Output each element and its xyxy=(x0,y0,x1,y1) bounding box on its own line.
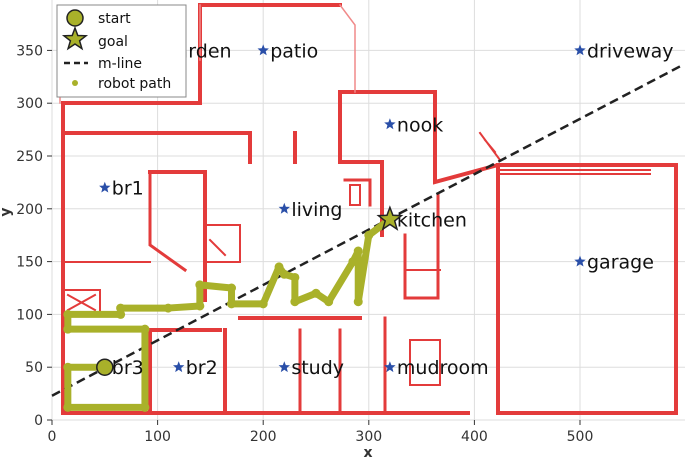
y-axis-label: y xyxy=(0,207,14,216)
x-tick-label: 400 xyxy=(461,429,488,445)
location-star-icon xyxy=(574,255,586,267)
robot-path-point xyxy=(227,283,237,293)
legend-robot-path-label: robot path xyxy=(98,76,171,92)
robot-path-point xyxy=(353,246,363,256)
y-tick-label: 100 xyxy=(16,307,43,323)
robot-path-point xyxy=(348,257,358,267)
m-line-segment xyxy=(51,65,681,397)
location-label: br1 xyxy=(112,178,144,200)
y-tick-label: 250 xyxy=(16,149,43,165)
wall-br1-inner xyxy=(148,170,188,273)
legend-goal-label: goal xyxy=(98,34,128,50)
location-label: driveway xyxy=(587,40,674,62)
location-label: study xyxy=(291,357,344,379)
location-label: br3 xyxy=(112,357,144,379)
location-label: kitchen xyxy=(397,209,467,231)
legend-mline-label: m-line xyxy=(98,56,142,72)
location-label: living xyxy=(291,199,342,221)
location-star-icon xyxy=(384,361,396,373)
robot-path-point xyxy=(140,324,150,334)
location-label: garage xyxy=(587,252,654,274)
wall-living-left xyxy=(148,170,207,302)
y-tick-label: 350 xyxy=(16,43,43,59)
legend-robot-path-marker xyxy=(72,80,78,86)
y-tick-label: 0 xyxy=(34,413,43,429)
location-label: nook xyxy=(397,114,443,136)
x-tick-label: 100 xyxy=(144,429,171,445)
legend-start-label: start xyxy=(98,11,131,27)
location-star-icon xyxy=(384,118,396,130)
robot-path-point xyxy=(63,309,73,319)
x-tick-label: 0 xyxy=(48,429,57,445)
legend: start goal m-line robot path xyxy=(56,4,187,98)
start-marker xyxy=(96,358,114,376)
y-tick-label: 50 xyxy=(25,360,43,376)
robot-path-point xyxy=(364,230,374,240)
m-line xyxy=(51,65,681,397)
robot-path-point xyxy=(290,297,300,307)
robot-path-point xyxy=(258,299,268,309)
robot-path-point xyxy=(324,297,334,307)
wall-outer xyxy=(61,131,252,415)
robot-path xyxy=(63,214,395,412)
robot-path-point xyxy=(163,303,173,313)
location-label: patio xyxy=(270,40,318,62)
robot-path-point xyxy=(353,297,363,307)
robot-path-trail xyxy=(64,215,394,411)
goal-marker xyxy=(376,205,404,231)
location-star-icon xyxy=(99,181,111,193)
wall-nook xyxy=(338,90,678,415)
legend-start-marker xyxy=(66,9,84,27)
x-tick-label: 200 xyxy=(250,429,277,445)
location-label: br2 xyxy=(186,357,218,379)
wall-outer-top xyxy=(61,3,342,135)
robot-path-point xyxy=(290,272,300,282)
wall-central-top xyxy=(293,90,384,237)
wall-driveway-strip xyxy=(497,169,651,175)
robot-path-point xyxy=(116,309,126,319)
robot-path-point xyxy=(116,303,126,313)
location-star-icon xyxy=(257,44,269,56)
robot-path-point xyxy=(195,301,205,311)
robot-path-point xyxy=(140,402,150,412)
robot-path-point xyxy=(63,324,73,334)
location-star-icon xyxy=(278,202,290,214)
y-tick-label: 200 xyxy=(16,202,43,218)
legend-goal-marker xyxy=(61,25,89,51)
axes: 0 100 200 300 400 500 0 50 100 150 200 250 300 350 x y xyxy=(0,43,593,457)
robot-path-point xyxy=(279,269,289,279)
x-tick-label: 500 xyxy=(567,429,594,445)
x-tick-label: 300 xyxy=(355,429,382,445)
robot-path-point xyxy=(195,280,205,290)
robot-path-point xyxy=(227,299,237,309)
wall-fixtures xyxy=(204,224,441,386)
location-star-icon xyxy=(278,361,290,373)
robot-path-point xyxy=(311,288,321,298)
location-star-icon xyxy=(574,44,586,56)
y-tick-label: 150 xyxy=(16,255,43,271)
wall-br3-details xyxy=(62,261,151,316)
robot-path-point xyxy=(63,362,73,372)
robot-path-point xyxy=(274,262,284,272)
robot-path-point xyxy=(63,402,73,412)
location-star-icon xyxy=(173,361,185,373)
start-goal-markers xyxy=(96,205,404,376)
x-axis-label: x xyxy=(363,445,372,457)
wall-kitchen xyxy=(343,178,440,300)
y-tick-label: 300 xyxy=(16,96,43,112)
location-label: mudroom xyxy=(397,357,489,379)
wall-kitchen-island xyxy=(349,184,431,271)
wall-nook-inner xyxy=(478,131,502,162)
